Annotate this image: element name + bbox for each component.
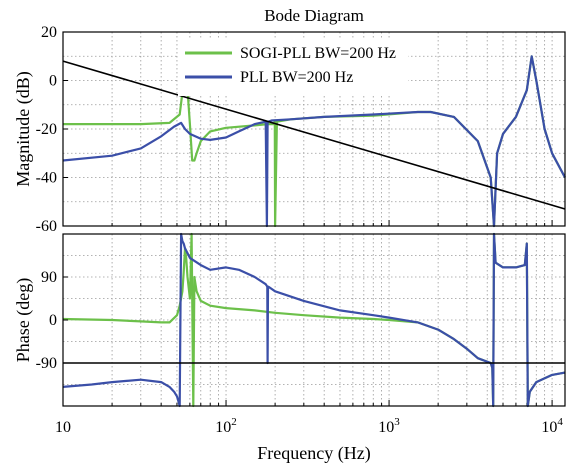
y-tick-label: -60 bbox=[36, 218, 57, 235]
y-tick-label: -40 bbox=[36, 170, 57, 187]
y-tick-label: 0 bbox=[49, 73, 57, 90]
y-tick-label: 20 bbox=[41, 24, 57, 41]
legend-background bbox=[178, 40, 408, 96]
y-tick-label: -20 bbox=[36, 121, 57, 138]
x-tick-label: 10 bbox=[55, 419, 71, 436]
y-tick-label: -90 bbox=[36, 355, 57, 372]
series-pll-bw-200-hz bbox=[62, 55, 566, 228]
frequency-x-axis: 10 102 103 104 bbox=[55, 416, 563, 436]
phase-y-ticks: 90 0 -90 bbox=[36, 269, 68, 372]
magnitude-y-ticks: 20 0 -20 -40 -60 bbox=[36, 24, 68, 235]
reference-line bbox=[62, 60, 566, 210]
x-tick-label: 104 bbox=[541, 416, 563, 436]
legend: SOGI-PLL BW=200 Hz PLL BW=200 Hz bbox=[178, 40, 408, 96]
legend-entry-pll: PLL BW=200 Hz bbox=[240, 69, 353, 86]
phase-curves bbox=[62, 232, 566, 408]
x-axis-label: Frequency (Hz) bbox=[257, 443, 370, 464]
magnitude-y-label: Magnitude (dB) bbox=[13, 71, 34, 186]
y-tick-label: 0 bbox=[49, 312, 57, 329]
y-tick-label: 90 bbox=[41, 269, 57, 286]
phase-grid bbox=[63, 234, 565, 406]
phase-panel: 90 0 -90 Phase (deg) bbox=[13, 232, 566, 408]
chart-title: Bode Diagram bbox=[264, 6, 364, 25]
legend-entry-sogi-pll: SOGI-PLL BW=200 Hz bbox=[240, 45, 396, 62]
phase-y-label: Phase (deg) bbox=[13, 278, 34, 362]
x-tick-label: 102 bbox=[215, 416, 237, 436]
series-pll-bw-200-hz bbox=[62, 232, 566, 408]
x-tick-label: 103 bbox=[378, 416, 400, 436]
